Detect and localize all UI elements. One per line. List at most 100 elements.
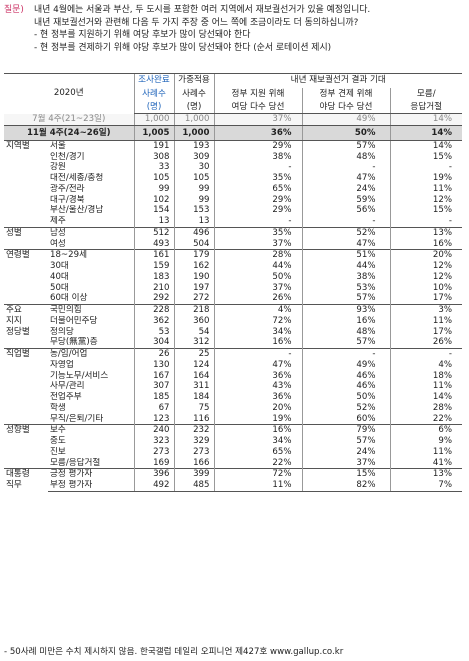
cell-support: - — [213, 347, 302, 360]
unknown-header: 모름/ — [389, 87, 462, 101]
cell-unknown: 13% — [389, 468, 462, 480]
cell-support: 36% — [213, 392, 302, 403]
table-row: 중도 323 329 34% 57% 9% — [4, 436, 462, 447]
table-row: 직업별 농/임/어업 26 25- - - — [4, 347, 462, 425]
cell-n2: 218 — [173, 303, 214, 316]
table-row: 대통령 직무 긍정 평가자 396 399 72% 15% 13% — [4, 468, 462, 492]
cell-check: - — [301, 162, 390, 173]
cell-n2: 1,000 — [173, 113, 214, 126]
row-label: 정의당 — [50, 326, 74, 337]
cell-support: 35% — [213, 226, 302, 239]
cell-unknown: 9% — [389, 436, 462, 447]
cell-check: - — [301, 347, 390, 360]
cell-n1: 273 — [133, 446, 174, 458]
cell-unknown: 7% — [389, 480, 462, 492]
row-label: 모름/응답거절 — [50, 457, 101, 468]
cell-unknown: 13% — [389, 226, 462, 239]
table-row: 부정 평가자 492 485 11% 82% 7% — [4, 480, 462, 492]
question-block: 질문) 내년 4월에는 서울과 부산, 두 도시를 포함한 여러 지역에서 재보… — [4, 4, 466, 54]
table-row: 주요 지지 정당별 국민의힘 228 218 4% 93% 3% — [4, 303, 462, 349]
group-label: 주요 지지 정당별 — [4, 304, 48, 349]
table-row: 40대 183 190 50% 38% 12% — [4, 271, 462, 283]
cell-n1: 228 — [133, 303, 174, 316]
cell-unknown: 11% — [389, 381, 462, 392]
cell-support: - — [213, 162, 302, 173]
unknown-header: 응답거절 — [389, 100, 462, 114]
cases-header: 사례수 — [173, 87, 214, 101]
cell-check: - — [301, 216, 390, 228]
header-row: (명) (명) 여당 다수 당선 야당 다수 당선 응답거절 — [4, 100, 462, 114]
cell-unknown: 12% — [389, 194, 462, 206]
cell-n2: 25 — [173, 347, 214, 360]
cell-support: 37% — [213, 282, 302, 294]
cell-n2: 1,000 — [173, 125, 214, 141]
cell-n2: 99 — [173, 194, 214, 206]
row-label: 11월 4주(24~26일) — [4, 125, 134, 141]
cell-check: 48% — [301, 326, 390, 338]
cell-support: 26% — [213, 293, 302, 305]
row-label: 무직/은퇴/기타 — [50, 413, 104, 424]
group-label: 성별 — [4, 226, 48, 250]
cell-check: 48% — [301, 151, 390, 163]
cell-n2: 124 — [173, 359, 214, 371]
cell-n1: 240 — [133, 424, 174, 436]
cell-n2: 311 — [173, 381, 214, 392]
unit-header: (명) — [173, 100, 214, 114]
footnote: - 50사례 미만은 수치 제시하지 않음. 한국갤럽 데일리 오피니언 제42… — [4, 647, 344, 657]
question-option: - 현 정부를 견제하기 위해 야당 후보가 많이 당선돼야 한다 (순서 로테… — [34, 42, 332, 53]
cell-n2: 312 — [173, 337, 214, 349]
cell-check: 24% — [301, 183, 390, 195]
result-group-header: 내년 재보궐선거 결과 기대 — [213, 73, 462, 88]
cell-support: 11% — [213, 480, 302, 492]
table-row: 자영업 130 124 47% 49% 4% — [4, 359, 462, 371]
cell-check: 50% — [301, 392, 390, 403]
row-label: 부산/울산/경남 — [50, 205, 104, 216]
cell-n2: 309 — [173, 151, 214, 163]
table-row: 여성 493 504 37% 47% 16% — [4, 238, 462, 250]
group-label: 대통령 직무 — [4, 468, 48, 492]
previous-survey-row: 7월 4주(21~23일) 1,000 1,000 37% 49% 14% — [4, 113, 462, 126]
current-survey-row: 11월 4주(24~26일) 1,005 1,000 36% 50% 14% — [4, 125, 462, 141]
group-label: 성향별 — [4, 424, 48, 469]
cell-support: 37% — [213, 238, 302, 250]
cell-n1: 26 — [133, 347, 174, 360]
cell-n1: 512 — [133, 226, 174, 239]
table-row: 모름/응답거절 169 166 22% 37% 41% — [4, 457, 462, 469]
cell-unknown: 4% — [389, 359, 462, 371]
cell-check: 93% — [301, 303, 390, 316]
row-label: 40대 — [50, 271, 69, 282]
cell-n1: 161 — [133, 249, 174, 261]
cell-unknown: 20% — [389, 249, 462, 261]
cell-support: 72% — [213, 315, 302, 327]
cell-n2: 30 — [173, 162, 214, 173]
row-label: 자영업 — [50, 359, 74, 370]
table-row: 기능노무/서비스 167 164 36% 46% 18% — [4, 370, 462, 382]
table-row: 강원 33 30- - - — [4, 162, 462, 173]
cell-n2: 272 — [173, 293, 214, 305]
table-row: 무직/은퇴/기타 123 116 19% 60% 22% — [4, 413, 462, 425]
table-row: 대구/경북 102 99 29% 59% 12% — [4, 194, 462, 206]
row-label: 서울 — [50, 140, 66, 151]
cell-unknown: 3% — [389, 303, 462, 316]
cell-unknown: 16% — [389, 238, 462, 250]
row-label: 기능노무/서비스 — [50, 370, 109, 381]
cell-unknown: 14% — [389, 113, 462, 126]
table-row: 무당(無黨)층 304 312 16% 57% 26% — [4, 337, 462, 349]
table-row: 연령별 18~29세 161 179 28% 51% 20% — [4, 249, 462, 305]
cell-n1: 304 — [133, 337, 174, 349]
cell-support: 44% — [213, 261, 302, 272]
cell-n2: 166 — [173, 457, 214, 469]
weighted-header: 가중적용 — [173, 73, 214, 88]
cell-support: 38% — [213, 151, 302, 163]
cell-n2: 153 — [173, 205, 214, 216]
question-label: 질문) — [4, 5, 24, 15]
cell-n1: 102 — [133, 194, 174, 206]
table-row: 광주/전라 99 99 65% 24% 11% — [4, 183, 462, 195]
row-label: 국민의힘 — [48, 303, 134, 316]
row-label: 대전/세종/충청 — [50, 173, 104, 183]
cell-n2: 273 — [173, 446, 214, 458]
cell-check: 51% — [301, 249, 390, 261]
cell-unknown: 12% — [389, 261, 462, 272]
cell-check: 56% — [301, 205, 390, 216]
cell-support: 72% — [213, 468, 302, 480]
